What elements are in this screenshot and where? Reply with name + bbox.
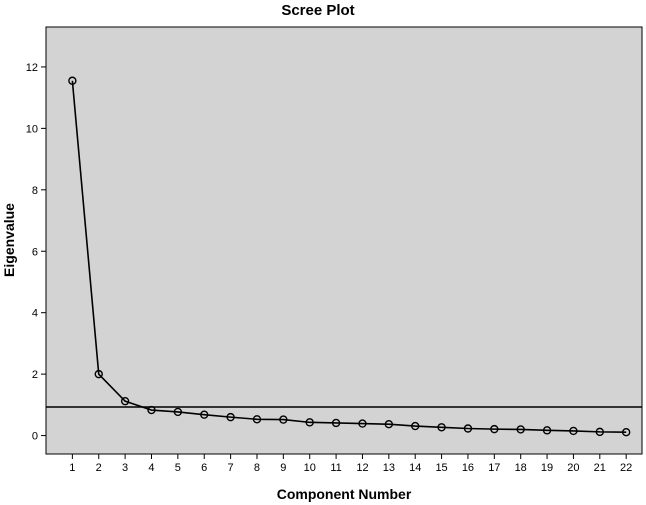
x-tick-label: 20: [567, 462, 579, 474]
data-point: [490, 424, 499, 434]
data-point: [595, 427, 605, 437]
data-point: [437, 423, 446, 432]
x-tick-label: 4: [148, 462, 154, 474]
x-tick-label: 12: [356, 462, 368, 474]
x-tick-label: 19: [541, 462, 553, 474]
data-point: [305, 418, 314, 427]
data-point: [226, 412, 235, 422]
y-tick-label: 8: [32, 185, 38, 197]
x-tick-label: 10: [304, 462, 316, 474]
y-axis-label: Eigenvalue: [1, 203, 17, 277]
data-point: [94, 369, 103, 379]
x-tick-label: 2: [96, 462, 102, 474]
x-tick-label: 11: [330, 462, 341, 474]
x-tick-label: 1: [69, 462, 75, 474]
data-point: [569, 426, 578, 436]
plot-area: [45, 26, 643, 455]
data-point: [384, 420, 394, 429]
y-tick-label: 10: [26, 123, 38, 135]
y-tick-label: 2: [32, 369, 38, 381]
y-tick-label: 6: [32, 246, 38, 258]
data-point: [68, 76, 77, 85]
series-line: [71, 80, 627, 433]
chart-title: Scree Plot: [281, 2, 354, 19]
x-tick-label: 17: [488, 462, 500, 474]
x-tick-label: 16: [462, 462, 474, 474]
y-tick-label: 0: [32, 431, 38, 443]
y-tick-label: 12: [26, 62, 38, 74]
x-tick-label: 9: [280, 462, 286, 474]
data-point: [542, 426, 552, 435]
data-point: [463, 424, 473, 433]
data-point: [411, 421, 420, 431]
x-tick-label: 18: [515, 462, 527, 474]
x-tick-label: 15: [435, 462, 447, 474]
x-tick-label: 21: [594, 462, 606, 474]
data-point: [120, 396, 130, 406]
data-point: [147, 405, 156, 415]
x-tick-label: 8: [254, 462, 260, 474]
x-tick-label: 22: [620, 462, 632, 474]
data-point: [200, 410, 209, 419]
x-tick-label: 3: [122, 462, 128, 474]
x-tick-label: 13: [383, 462, 395, 474]
data-point: [331, 418, 341, 428]
data-point: [173, 407, 183, 417]
data-point: [358, 419, 367, 428]
x-tick-label: 7: [228, 462, 234, 474]
x-tick-label: 6: [201, 462, 207, 474]
data-point: [516, 425, 525, 434]
data-point: [621, 427, 631, 437]
y-tick-label: 4: [32, 308, 38, 320]
x-tick-label: 5: [175, 462, 181, 474]
x-tick-label: 14: [409, 462, 421, 474]
data-point: [279, 415, 288, 424]
data-point: [252, 415, 262, 424]
x-axis-label: Component Number: [277, 486, 412, 502]
